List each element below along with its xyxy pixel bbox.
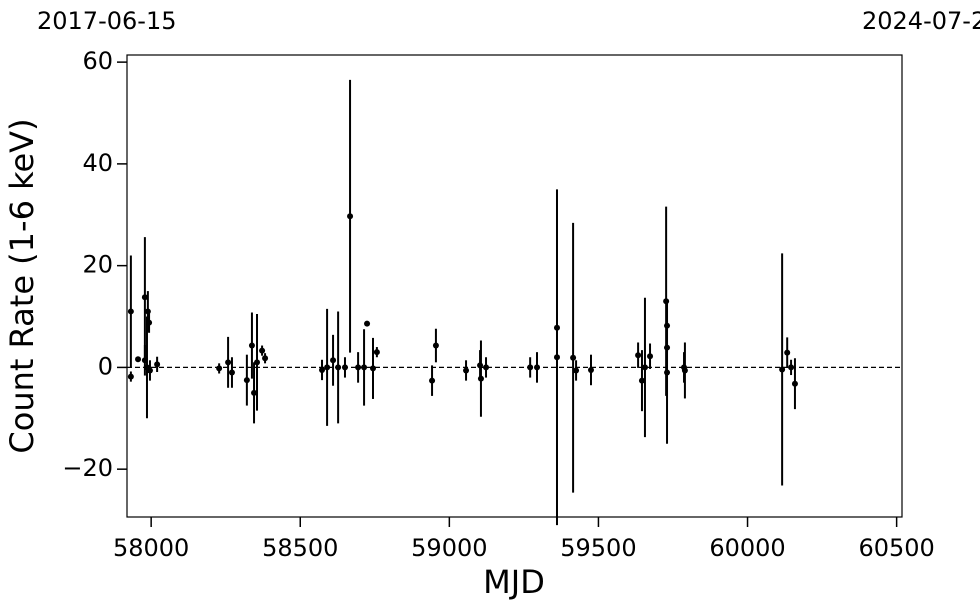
data-point (146, 319, 153, 326)
data-point (228, 369, 235, 376)
data-point (463, 367, 470, 374)
data-point (341, 364, 348, 371)
data-point (647, 353, 654, 360)
data-point (638, 377, 645, 384)
data-point (573, 367, 580, 374)
data-point (347, 213, 354, 220)
y-tick-label: 60 (82, 47, 113, 75)
data-point (251, 389, 258, 396)
y-tick-label: −20 (62, 454, 113, 482)
data-point (635, 352, 642, 359)
data-point (534, 364, 541, 371)
data-point (784, 349, 791, 356)
data-point (527, 364, 534, 371)
data-point (225, 359, 232, 366)
data-point (135, 356, 142, 363)
data-point (641, 364, 648, 371)
y-tick-label: 40 (82, 149, 113, 177)
data-point (248, 342, 255, 349)
data-point (254, 359, 261, 366)
data-point (791, 380, 798, 387)
y-tick-label: 20 (82, 251, 113, 279)
data-point (141, 294, 148, 301)
data-point (664, 369, 671, 376)
data-point (570, 354, 577, 361)
data-point (364, 320, 371, 327)
data-point (330, 357, 337, 364)
data-point (141, 357, 148, 364)
data-point (361, 364, 368, 371)
plot-frame (126, 54, 903, 518)
data-point (324, 364, 331, 371)
data-point (432, 342, 439, 349)
x-tick-label: 59000 (411, 534, 487, 562)
data-point (788, 364, 795, 371)
x-tick-label: 60500 (858, 534, 934, 562)
data-point (262, 355, 269, 362)
data-point (127, 373, 134, 380)
data-point (553, 354, 560, 361)
data-point (319, 366, 326, 373)
data-point (587, 366, 594, 373)
y-tick-label: 0 (98, 352, 113, 380)
data-point (243, 377, 250, 384)
x-tick-label: 58500 (262, 534, 338, 562)
data-point (154, 361, 161, 368)
data-point (259, 347, 266, 354)
data-point (216, 365, 223, 372)
data-point (477, 375, 484, 382)
data-point (146, 367, 153, 374)
data-point (779, 366, 786, 373)
x-tick-label: 59500 (560, 534, 636, 562)
data-point (373, 349, 380, 356)
x-axis-label: MJD (483, 563, 545, 601)
top-tick-label: 2017-06-15 (37, 7, 176, 35)
top-tick-label: 2024-07-27 (862, 7, 980, 35)
data-point (429, 377, 436, 384)
x-tick-label: 60000 (709, 534, 785, 562)
data-point (335, 364, 342, 371)
data-point (370, 365, 377, 372)
y-axis-label: Count Rate (1-6 keV) (3, 118, 41, 453)
x-tick-label: 58000 (113, 534, 189, 562)
data-point (483, 364, 490, 371)
data-point (681, 367, 688, 374)
data-point (127, 308, 134, 315)
data-point (355, 364, 362, 371)
